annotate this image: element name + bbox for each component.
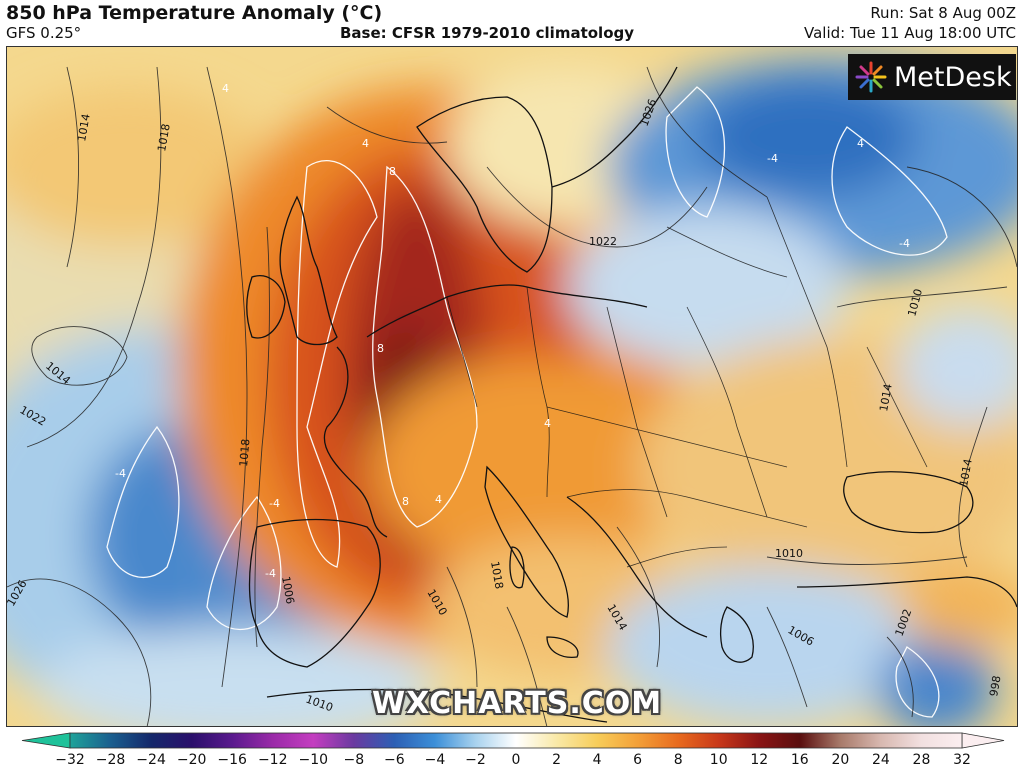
chart-header: 850 hPa Temperature Anomaly (°C) GFS 0.2… bbox=[0, 0, 1024, 46]
anomaly-label: 8 bbox=[377, 342, 384, 355]
metdesk-logo-text: MetDesk bbox=[894, 61, 1012, 93]
anomaly-label: -4 bbox=[115, 467, 126, 480]
colorbar-tick-label: −2 bbox=[465, 752, 486, 768]
colorbar-tick-label: 0 bbox=[511, 752, 521, 768]
anomaly-label: 4 bbox=[544, 417, 551, 430]
colorbar-tick-label: −10 bbox=[298, 752, 329, 768]
anomaly-map: 1014 1018 1014 1022 1018 1026 1026 1022 … bbox=[6, 46, 1018, 727]
isobar-label: 998 bbox=[987, 675, 1003, 698]
colorbar-tick-label: 2 bbox=[552, 752, 561, 768]
colorbar-tick-label: 24 bbox=[871, 752, 890, 768]
colorbar-bar bbox=[69, 732, 963, 749]
anomaly-label: -4 bbox=[269, 497, 280, 510]
colorbar-tick-label: −28 bbox=[95, 752, 126, 768]
colorbar-gradient bbox=[21, 732, 1005, 749]
run-label: Run: Sat 8 Aug 00Z bbox=[870, 4, 1016, 22]
colorbar-tick-label: −16 bbox=[217, 752, 247, 768]
map-canvas: 1014 1018 1014 1022 1018 1026 1026 1022 … bbox=[7, 47, 1017, 726]
isobar-label: 1014 bbox=[75, 113, 93, 143]
metdesk-logo: MetDesk bbox=[848, 54, 1016, 100]
country-borders bbox=[446, 196, 928, 568]
colorbar-tick-label: −8 bbox=[343, 752, 365, 768]
isobar-label: 1018 bbox=[488, 560, 506, 590]
colorbar-min-arrow bbox=[21, 732, 71, 749]
anomaly-label: 4 bbox=[362, 137, 369, 150]
metdesk-burst-icon bbox=[855, 61, 887, 93]
isobar-label: 1014 bbox=[957, 458, 975, 488]
colorbar-tick-label: 10 bbox=[709, 752, 728, 768]
isobar-label: 1018 bbox=[155, 123, 173, 153]
isobar-label: 1006 bbox=[279, 575, 297, 605]
colorbar-tick-label: 32 bbox=[953, 752, 971, 768]
watermark: WXCHARTS.COM bbox=[372, 686, 663, 721]
colorbar-tick-label: 20 bbox=[831, 752, 850, 768]
isobars bbox=[7, 66, 1017, 726]
isobar-label: 1010 bbox=[775, 547, 803, 560]
colorbar-tick-label: 8 bbox=[673, 752, 683, 768]
anomaly-field bbox=[7, 57, 1017, 726]
colorbar-tick-label: −20 bbox=[176, 752, 207, 768]
colorbar-tick-label: −4 bbox=[424, 752, 446, 768]
anomaly-label: 8 bbox=[389, 165, 396, 178]
colorbar-max-arrow bbox=[961, 732, 1005, 749]
colorbar-tick-label: 6 bbox=[633, 752, 643, 768]
valid-label: Valid: Tue 11 Aug 18:00 UTC bbox=[804, 24, 1016, 42]
anomaly-label: 4 bbox=[435, 493, 442, 506]
anomaly-label: 8 bbox=[402, 495, 409, 508]
colorbar-tick-label: 4 bbox=[592, 752, 602, 768]
colorbar-tick-label: 16 bbox=[790, 752, 809, 768]
anomaly-contour-lines bbox=[106, 86, 948, 718]
coastlines bbox=[246, 66, 1017, 723]
colorbar-tick-label: −6 bbox=[384, 752, 405, 768]
colorbar bbox=[0, 728, 1024, 774]
colorbar-tick-label: 12 bbox=[750, 752, 769, 768]
anomaly-label: -4 bbox=[265, 567, 276, 580]
anomaly-label: 4 bbox=[222, 82, 229, 95]
anomaly-labels: 4 4 8 8 -4 -4 -4 4 -4 -4 8 4 4 bbox=[115, 82, 910, 580]
base-label: Base: CFSR 1979-2010 climatology bbox=[340, 24, 635, 42]
anomaly-label: 4 bbox=[857, 137, 864, 150]
anomaly-label: -4 bbox=[899, 237, 910, 250]
isobar-label: 1022 bbox=[589, 235, 617, 248]
model-label: GFS 0.25° bbox=[6, 24, 82, 42]
colorbar-tick-label: −32 bbox=[55, 752, 85, 768]
isobar-label: 1014 bbox=[877, 383, 895, 413]
anomaly-label: -4 bbox=[767, 152, 778, 165]
colorbar-tick-label: −12 bbox=[257, 752, 288, 768]
colorbar-tick-label: −24 bbox=[136, 752, 166, 768]
colorbar-ticks: −32 −28 −24 −20 −16 −12 −10 −8 −6 −4 −2 0 2 4 6 8 10 12 16… bbox=[0, 752, 1024, 774]
chart-title: 850 hPa Temperature Anomaly (°C) bbox=[6, 2, 383, 24]
colorbar-tick-label: 28 bbox=[912, 752, 931, 768]
isobar-label: 1018 bbox=[237, 438, 252, 467]
